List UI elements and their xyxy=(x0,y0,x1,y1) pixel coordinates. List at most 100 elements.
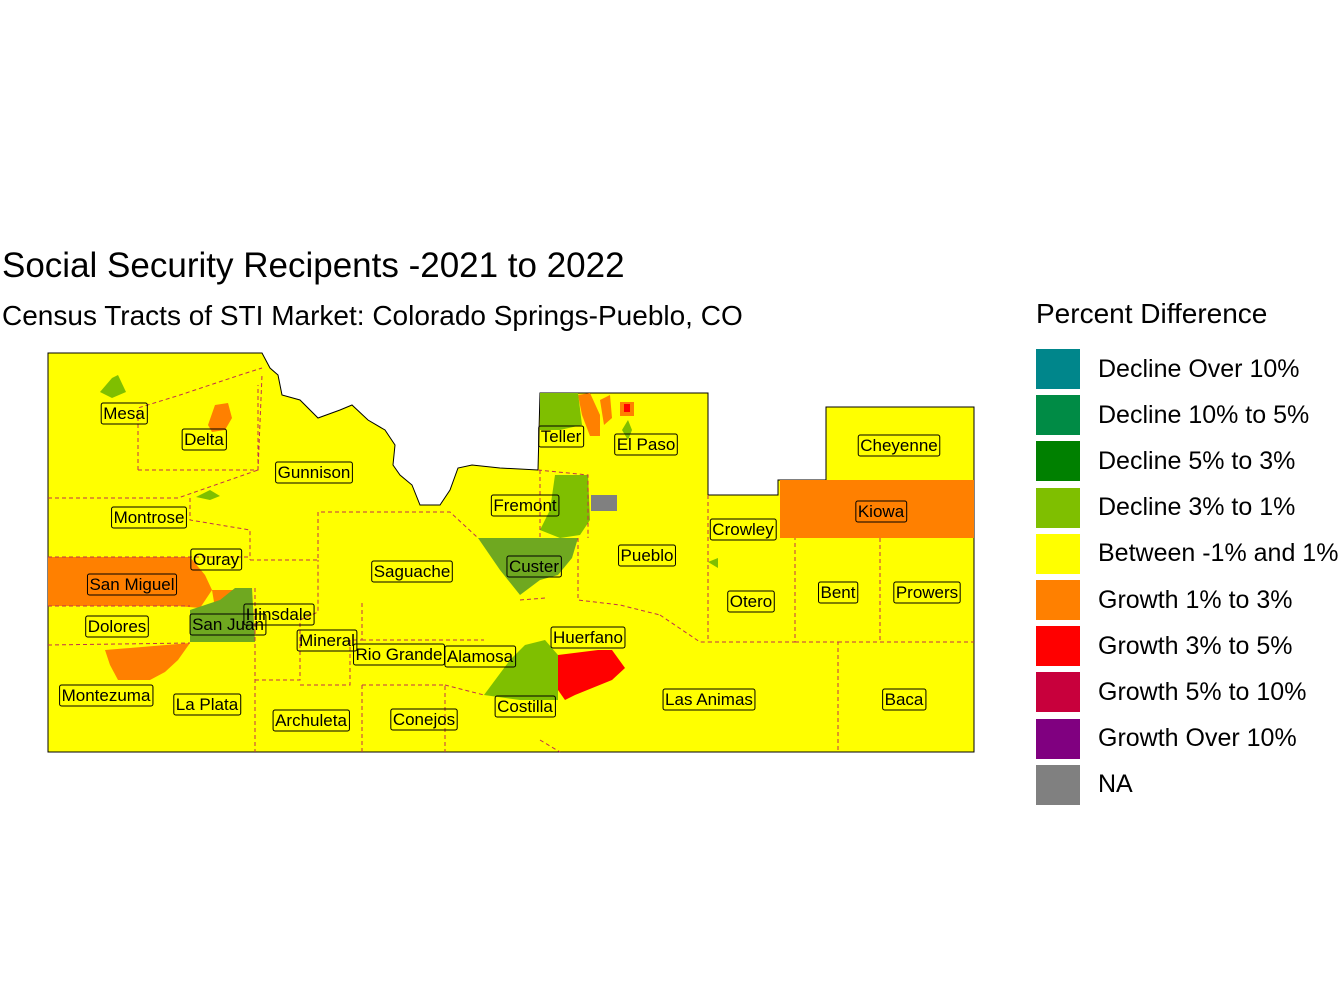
svg-text:Costilla: Costilla xyxy=(497,697,553,716)
county-label-mineral: Mineral xyxy=(296,629,358,652)
svg-text:San Juan: San Juan xyxy=(192,615,264,634)
legend-swatch xyxy=(1036,764,1080,805)
county-label-san-juan: San Juan xyxy=(189,613,267,636)
county-label-costilla: Costilla xyxy=(494,695,556,718)
svg-text:Huerfano: Huerfano xyxy=(553,628,623,647)
tract-costilla xyxy=(484,640,558,700)
svg-text:Gunnison: Gunnison xyxy=(278,463,351,482)
svg-text:Cheyenne: Cheyenne xyxy=(860,436,938,455)
county-label-el-paso: El Paso xyxy=(614,433,678,456)
svg-text:Ouray: Ouray xyxy=(193,550,240,569)
svg-text:Bent: Bent xyxy=(821,583,856,602)
county-label-archuleta: Archuleta xyxy=(272,709,350,732)
legend-title: Percent Difference xyxy=(1036,298,1268,329)
legend-item: Growth 5% to 10% xyxy=(1036,669,1338,715)
svg-text:Archuleta: Archuleta xyxy=(275,711,347,730)
tract-teller-decline xyxy=(540,393,582,430)
legend-label: Growth 3% to 5% xyxy=(1098,631,1293,660)
county-label-crowley: Crowley xyxy=(709,518,777,541)
tract-fremont-decline xyxy=(540,475,590,538)
svg-text:Montrose: Montrose xyxy=(114,508,185,527)
county-label-saguache: Saguache xyxy=(371,560,453,583)
svg-text:Prowers: Prowers xyxy=(896,583,958,602)
county-label-montrose: Montrose xyxy=(111,506,187,529)
county-label-rio-grande: Rio Grande xyxy=(353,643,445,666)
svg-text:La Plata: La Plata xyxy=(176,695,239,714)
county-label-bent: Bent xyxy=(818,581,859,604)
county-label-la-plata: La Plata xyxy=(173,693,242,716)
tract-otero-decline xyxy=(708,558,718,568)
map-title: Social Security Recipents -2021 to 2022 xyxy=(2,246,625,285)
tract-elpaso-growth-c xyxy=(624,404,630,412)
county-label-baca: Baca xyxy=(882,688,927,711)
legend-label: Growth Over 10% xyxy=(1098,724,1297,753)
legend-label: Growth 1% to 3% xyxy=(1098,585,1293,614)
svg-text:Teller: Teller xyxy=(541,427,582,446)
svg-text:Hinsdale: Hinsdale xyxy=(246,605,312,624)
tract-san-juan xyxy=(190,588,255,642)
county-label-otero: Otero xyxy=(727,590,775,613)
svg-text:Mineral: Mineral xyxy=(299,631,355,650)
legend-item: NA xyxy=(1036,762,1338,808)
svg-text:El Paso: El Paso xyxy=(617,435,676,454)
county-label-huerfano: Huerfano xyxy=(550,626,626,649)
tract-teller-growth xyxy=(578,393,600,436)
county-label-san-miguel: San Miguel xyxy=(86,573,178,596)
legend-label: Between -1% and 1% xyxy=(1098,539,1339,568)
legend-item: Growth 3% to 5% xyxy=(1036,623,1338,669)
legend-label: Growth 5% to 10% xyxy=(1098,677,1307,706)
legend-label: Decline 3% to 1% xyxy=(1098,493,1296,522)
legend-swatch xyxy=(1036,349,1080,390)
svg-text:Pueblo: Pueblo xyxy=(621,546,674,565)
tract-delta-growth xyxy=(208,403,232,432)
svg-text:Custer: Custer xyxy=(509,557,559,576)
legend-swatch xyxy=(1036,487,1080,528)
svg-text:Dolores: Dolores xyxy=(88,617,147,636)
legend-label: Decline 10% to 5% xyxy=(1098,400,1310,429)
tract-mesa-decline xyxy=(100,375,126,398)
county-label-fremont: Fremont xyxy=(490,494,560,517)
legend-swatch xyxy=(1036,718,1080,759)
legend-item: Decline 10% to 5% xyxy=(1036,392,1338,438)
legend-item: Decline Over 10% xyxy=(1036,346,1338,392)
county-label-mesa: Mesa xyxy=(100,402,148,425)
svg-text:Mesa: Mesa xyxy=(103,404,145,423)
county-label-conejos: Conejos xyxy=(390,708,458,731)
svg-text:Kiowa: Kiowa xyxy=(858,502,905,521)
svg-text:Otero: Otero xyxy=(730,592,773,611)
county-label-gunnison: Gunnison xyxy=(275,461,353,484)
tract-elpaso-decline xyxy=(622,420,632,440)
county-label-las-animas: Las Animas xyxy=(662,688,756,711)
county-label-prowers: Prowers xyxy=(893,581,961,604)
tract-montrose-decline xyxy=(196,490,220,500)
legend-swatch xyxy=(1036,626,1080,667)
tract-custer xyxy=(478,538,578,595)
legend-label: Decline Over 10% xyxy=(1098,354,1300,383)
svg-text:Fremont: Fremont xyxy=(493,496,557,515)
svg-text:Las Animas: Las Animas xyxy=(665,690,753,709)
county-label-pueblo: Pueblo xyxy=(618,544,676,567)
county-label-montezuma: Montezuma xyxy=(59,684,154,707)
legend: Decline Over 10% Decline 10% to 5% Decli… xyxy=(1036,346,1338,808)
county-label-delta: Delta xyxy=(181,428,227,451)
legend-swatch xyxy=(1036,441,1080,482)
svg-text:Montezuma: Montezuma xyxy=(62,686,151,705)
map-subtitle: Census Tracts of STI Market: Colorado Sp… xyxy=(2,300,743,331)
legend-item: Decline 3% to 1% xyxy=(1036,485,1338,531)
county-labels: Mesa Delta Gunnison Teller El Paso Cheyenne Mo… xyxy=(59,402,961,732)
legend-swatch xyxy=(1036,395,1080,436)
tract-elpaso-growth-a xyxy=(600,395,612,425)
tract-huerfano-growth xyxy=(558,650,625,700)
legend-swatch xyxy=(1036,533,1080,574)
svg-text:Alamosa: Alamosa xyxy=(447,647,514,666)
legend-item: Decline 5% to 3% xyxy=(1036,438,1338,484)
tract-montezuma-growth xyxy=(105,643,190,680)
svg-text:San Miguel: San Miguel xyxy=(89,575,174,594)
legend-item: Growth 1% to 3% xyxy=(1036,577,1338,623)
county-label-cheyenne: Cheyenne xyxy=(857,434,941,457)
svg-text:Delta: Delta xyxy=(184,430,224,449)
county-label-ouray: Ouray xyxy=(190,548,243,571)
county-label-kiowa: Kiowa xyxy=(855,500,908,523)
tract-kiowa xyxy=(780,480,974,538)
